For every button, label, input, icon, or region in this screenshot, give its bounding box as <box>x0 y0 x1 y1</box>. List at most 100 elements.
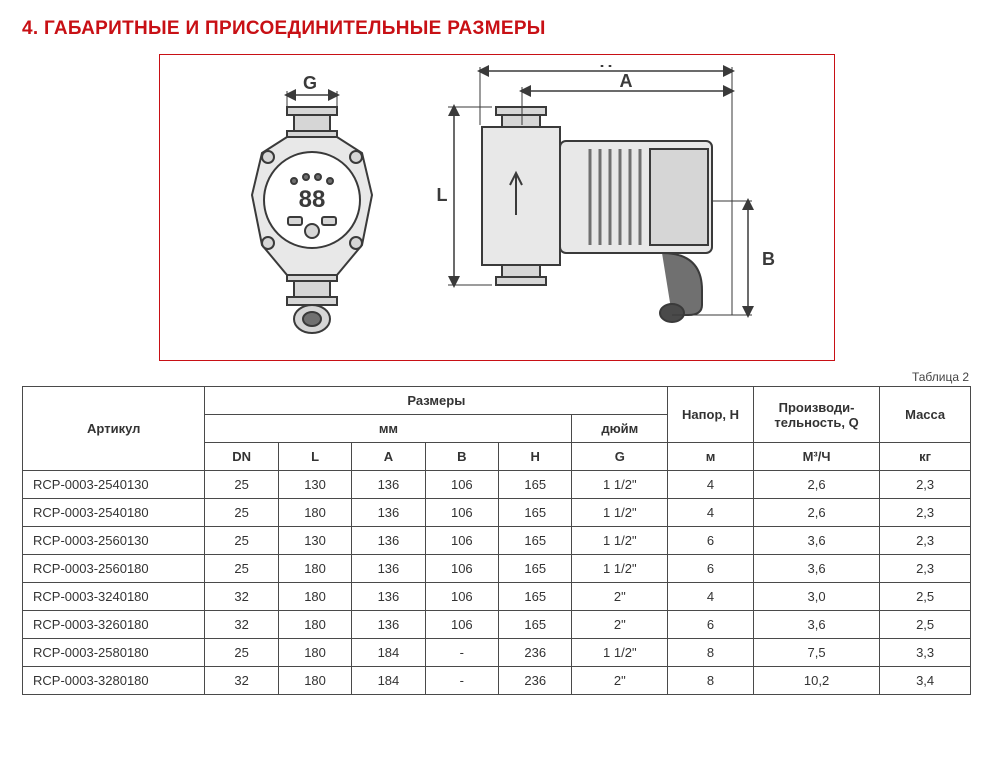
cell-h: 236 <box>499 667 572 695</box>
table-row: RCP-0003-2540130251301361061651 1/2"42,6… <box>23 471 971 499</box>
cell-l: 180 <box>278 667 351 695</box>
cell-pressure: 6 <box>668 555 754 583</box>
table-row: RCP-0003-2560180251801361061651 1/2"63,6… <box>23 555 971 583</box>
table-head: Артикул Размеры Напор, H Производи- тель… <box>23 387 971 471</box>
th-l: L <box>278 443 351 471</box>
cell-a: 136 <box>352 555 425 583</box>
cell-b: 106 <box>425 583 498 611</box>
cell-mass: 2,3 <box>880 555 971 583</box>
cell-articul: RCP-0003-2560130 <box>23 527 205 555</box>
cell-dn: 32 <box>205 583 278 611</box>
cell-g: 2" <box>572 611 668 639</box>
cell-articul: RCP-0003-3260180 <box>23 611 205 639</box>
cell-perf: 3,6 <box>753 527 879 555</box>
diagram-container: 88 G <box>22 54 971 366</box>
cell-a: 184 <box>352 667 425 695</box>
pump-diagram: 88 G <box>192 65 802 350</box>
cell-articul: RCP-0003-2560180 <box>23 555 205 583</box>
dim-label-h: H <box>599 65 612 71</box>
th-dimensions: Размеры <box>205 387 668 415</box>
cell-b: 106 <box>425 499 498 527</box>
cell-g: 1 1/2" <box>572 555 668 583</box>
cell-dn: 25 <box>205 499 278 527</box>
th-mass: Масса <box>880 387 971 443</box>
cell-l: 180 <box>278 611 351 639</box>
th-b: B <box>425 443 498 471</box>
cell-b: 106 <box>425 611 498 639</box>
cell-pressure: 4 <box>668 583 754 611</box>
cell-articul: RCP-0003-3240180 <box>23 583 205 611</box>
cell-mass: 3,3 <box>880 639 971 667</box>
table-caption: Таблица 2 <box>22 370 969 384</box>
cell-pressure: 4 <box>668 471 754 499</box>
cell-perf: 2,6 <box>753 471 879 499</box>
cell-l: 180 <box>278 639 351 667</box>
th-articul: Артикул <box>23 387 205 471</box>
th-a: A <box>352 443 425 471</box>
cell-mass: 3,4 <box>880 667 971 695</box>
cell-a: 136 <box>352 527 425 555</box>
cell-perf: 10,2 <box>753 667 879 695</box>
table-row: RCP-0003-3260180321801361061652"63,62,5 <box>23 611 971 639</box>
cell-g: 2" <box>572 667 668 695</box>
cell-mass: 2,3 <box>880 499 971 527</box>
cell-h: 165 <box>499 499 572 527</box>
cell-g: 1 1/2" <box>572 471 668 499</box>
cell-pressure: 6 <box>668 527 754 555</box>
table-row: RCP-0003-258018025180184-2361 1/2"87,53,… <box>23 639 971 667</box>
cell-b: 106 <box>425 555 498 583</box>
cell-articul: RCP-0003-2580180 <box>23 639 205 667</box>
table-row: RCP-0003-328018032180184-2362"810,23,4 <box>23 667 971 695</box>
table-row: RCP-0003-2540180251801361061651 1/2"42,6… <box>23 499 971 527</box>
cell-perf: 2,6 <box>753 499 879 527</box>
cell-l: 130 <box>278 471 351 499</box>
cell-perf: 3,6 <box>753 611 879 639</box>
cell-mass: 2,3 <box>880 527 971 555</box>
dimensions-table: Артикул Размеры Напор, H Производи- тель… <box>22 386 971 695</box>
cell-perf: 3,0 <box>753 583 879 611</box>
section-title: 4. ГАБАРИТНЫЕ И ПРИСОЕДИНИТЕЛЬНЫЕ РАЗМЕР… <box>22 18 971 40</box>
cell-l: 180 <box>278 499 351 527</box>
cell-b: 106 <box>425 471 498 499</box>
th-m: м <box>668 443 754 471</box>
dim-label-a: A <box>619 71 632 91</box>
cell-h: 236 <box>499 639 572 667</box>
cell-pressure: 8 <box>668 639 754 667</box>
th-h: H <box>499 443 572 471</box>
th-dn: DN <box>205 443 278 471</box>
th-pressure: Напор, H <box>668 387 754 443</box>
cell-l: 130 <box>278 527 351 555</box>
cell-a: 136 <box>352 583 425 611</box>
th-m3h: М³/Ч <box>753 443 879 471</box>
cell-h: 165 <box>499 471 572 499</box>
cell-mass: 2,3 <box>880 471 971 499</box>
table-row: RCP-0003-2560130251301361061651 1/2"63,6… <box>23 527 971 555</box>
cell-h: 165 <box>499 527 572 555</box>
cell-mass: 2,5 <box>880 611 971 639</box>
cell-dn: 32 <box>205 611 278 639</box>
cell-l: 180 <box>278 555 351 583</box>
cell-dn: 25 <box>205 471 278 499</box>
cell-dn: 25 <box>205 639 278 667</box>
cell-l: 180 <box>278 583 351 611</box>
cell-a: 136 <box>352 471 425 499</box>
cell-h: 165 <box>499 611 572 639</box>
cell-h: 165 <box>499 555 572 583</box>
cell-b: - <box>425 667 498 695</box>
dim-label-b: B <box>762 249 775 269</box>
pump-display-text: 88 <box>298 186 325 213</box>
cell-dn: 25 <box>205 555 278 583</box>
cell-a: 136 <box>352 611 425 639</box>
cell-b: - <box>425 639 498 667</box>
cell-articul: RCP-0003-2540130 <box>23 471 205 499</box>
dim-label-l: L <box>436 185 447 205</box>
cell-h: 165 <box>499 583 572 611</box>
cell-pressure: 8 <box>668 667 754 695</box>
cell-articul: RCP-0003-3280180 <box>23 667 205 695</box>
table-row: RCP-0003-3240180321801361061652"43,02,5 <box>23 583 971 611</box>
th-mm: мм <box>205 415 572 443</box>
cell-a: 184 <box>352 639 425 667</box>
cell-perf: 3,6 <box>753 555 879 583</box>
cell-mass: 2,5 <box>880 583 971 611</box>
cell-dn: 25 <box>205 527 278 555</box>
